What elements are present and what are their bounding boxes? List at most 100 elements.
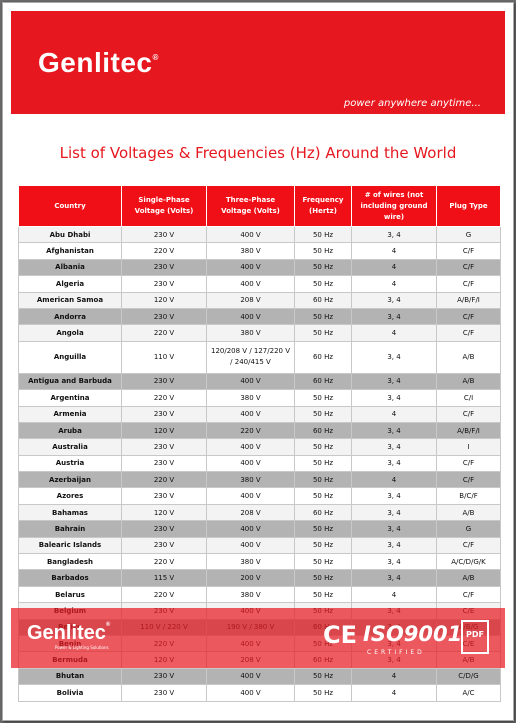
table-cell: 3, 4 bbox=[351, 553, 437, 571]
table-cell: G bbox=[436, 225, 501, 244]
table-cell: 4 bbox=[351, 405, 437, 423]
table-cell: 120/208 V / 127/220 V / 240/415 V bbox=[206, 340, 295, 374]
table-cell: 3, 4 bbox=[351, 291, 437, 309]
table-cell: 220 V bbox=[121, 389, 207, 407]
table-cell: 50 Hz bbox=[294, 242, 352, 260]
table-row: Anguilla 110 V 120/208 V / 127/220 V / 240… bbox=[18, 340, 501, 374]
table-cell: 220 V bbox=[121, 585, 207, 604]
table-cell: Bhutan bbox=[18, 667, 122, 686]
table-cell: 230 V bbox=[121, 454, 207, 473]
table-cell: A/B/F/I bbox=[436, 291, 501, 309]
table-row: Azores 230 V 400 V 50 Hz 3, 4 B/C/F bbox=[18, 487, 501, 505]
table-cell: 380 V bbox=[206, 471, 295, 489]
table-row: Balearic Islands 230 V 400 V 50 Hz 3, 4 C/F bbox=[18, 536, 501, 555]
table-cell: 4 bbox=[351, 684, 437, 702]
table-cell: Algeria bbox=[18, 275, 122, 293]
table-cell: 220 V bbox=[121, 553, 207, 571]
table-cell: 120 V bbox=[121, 421, 207, 440]
table-cell: 230 V bbox=[121, 372, 207, 391]
table-cell: 50 Hz bbox=[294, 225, 352, 244]
table-cell: 400 V bbox=[206, 536, 295, 555]
table-cell: 230 V bbox=[121, 438, 207, 456]
table-cell: 3, 4 bbox=[351, 520, 437, 538]
table-cell: 60 Hz bbox=[294, 291, 352, 309]
table-cell: C/F bbox=[436, 242, 501, 260]
table-cell: A/B bbox=[436, 503, 501, 522]
table-cell: 50 Hz bbox=[294, 487, 352, 505]
table-row: Bangladesh 220 V 380 V 50 Hz 3, 4 A/C/D/G/K bbox=[18, 553, 501, 571]
logo-text: Genlitec bbox=[38, 47, 153, 78]
table-cell: Abu Dhabi bbox=[18, 225, 122, 244]
footer-tagline: Power & Lighting Solutions bbox=[55, 645, 109, 650]
table-cell: 4 bbox=[351, 242, 437, 260]
table-cell: 200 V bbox=[206, 569, 295, 587]
table-cell: 50 Hz bbox=[294, 553, 352, 571]
table-cell: 60 Hz bbox=[294, 340, 352, 374]
table-cell: C/F bbox=[436, 324, 501, 342]
table-cell: 230 V bbox=[121, 307, 207, 326]
table-cell: A/B/F/I bbox=[436, 421, 501, 440]
table-cell: 50 Hz bbox=[294, 536, 352, 555]
table-cell: 50 Hz bbox=[294, 471, 352, 489]
table-body: Abu Dhabi 230 V 400 V 50 Hz 3, 4 G Afghanistan… bbox=[18, 225, 501, 702]
table-cell: 50 Hz bbox=[294, 405, 352, 423]
pdf-icon[interactable]: PDF bbox=[461, 620, 489, 654]
table-cell: 400 V bbox=[206, 520, 295, 538]
table-cell: 3, 4 bbox=[351, 421, 437, 440]
table-cell: C/F bbox=[436, 405, 501, 423]
table-cell: 4 bbox=[351, 471, 437, 489]
table-cell: 208 V bbox=[206, 291, 295, 309]
column-header: Frequency (Hertz) bbox=[294, 185, 352, 227]
table-row: Argentina 220 V 380 V 50 Hz 3, 4 C/I bbox=[18, 389, 501, 407]
table-cell: 3, 4 bbox=[351, 438, 437, 456]
table-cell: 380 V bbox=[206, 585, 295, 604]
table-cell: 230 V bbox=[121, 684, 207, 702]
table-cell: Austria bbox=[18, 454, 122, 473]
table-cell: A/C/D/G/K bbox=[436, 553, 501, 571]
table-cell: 400 V bbox=[206, 667, 295, 686]
table-cell: Bolivia bbox=[18, 684, 122, 702]
column-header: Country bbox=[18, 185, 122, 227]
table-cell: 50 Hz bbox=[294, 667, 352, 686]
registered: ® bbox=[152, 53, 159, 62]
table-cell: Angola bbox=[18, 324, 122, 342]
iso-mark: ISO9001 bbox=[363, 622, 463, 646]
table-cell: Andorra bbox=[18, 307, 122, 326]
footer-logo-text: Genlitec bbox=[27, 622, 106, 644]
table-cell: 3, 4 bbox=[351, 487, 437, 505]
table-cell: American Samoa bbox=[18, 291, 122, 309]
table-cell: 50 Hz bbox=[294, 275, 352, 293]
table-cell: 220 V bbox=[206, 421, 295, 440]
table-cell: 230 V bbox=[121, 667, 207, 686]
table-row: Bhutan 230 V 400 V 50 Hz 4 C/D/G bbox=[18, 667, 501, 686]
table-cell: 230 V bbox=[121, 520, 207, 538]
table-cell: 220 V bbox=[121, 242, 207, 260]
table-cell: 50 Hz bbox=[294, 454, 352, 473]
table-cell: 230 V bbox=[121, 405, 207, 423]
certified: CERTIFIED bbox=[367, 649, 425, 656]
title: List of Voltages & Frequencies (Hz) Arou… bbox=[59, 144, 457, 162]
table-row: Austria 230 V 400 V 50 Hz 3, 4 C/F bbox=[18, 454, 501, 473]
table-cell: Bahrain bbox=[18, 520, 122, 538]
table-cell: Azerbaijan bbox=[18, 471, 122, 489]
table-row: Andorra 230 V 400 V 50 Hz 3, 4 C/F bbox=[18, 307, 501, 326]
table-cell: 4 bbox=[351, 585, 437, 604]
table-row: American Samoa 120 V 208 V 60 Hz 3, 4 A/B/F/I bbox=[18, 291, 501, 309]
table-row: Albania 230 V 400 V 50 Hz 4 C/F bbox=[18, 258, 501, 277]
table-cell: 400 V bbox=[206, 225, 295, 244]
table-cell: Australia bbox=[18, 438, 122, 456]
table-cell: 60 Hz bbox=[294, 372, 352, 391]
table-cell: 110 V bbox=[121, 340, 207, 374]
footer-band: Genlitec® Power & Lighting Solutions CE … bbox=[11, 608, 505, 668]
table-cell: 50 Hz bbox=[294, 389, 352, 407]
table-cell: 50 Hz bbox=[294, 307, 352, 326]
table-cell: 3, 4 bbox=[351, 569, 437, 587]
table-cell: 400 V bbox=[206, 438, 295, 456]
header-row: Country Single-Phase Voltage (Volts) Three… bbox=[18, 185, 501, 227]
table-row: Azerbaijan 220 V 380 V 50 Hz 4 C/F bbox=[18, 471, 501, 489]
table-cell: Bahamas bbox=[18, 503, 122, 522]
table-cell: C/F bbox=[436, 585, 501, 604]
